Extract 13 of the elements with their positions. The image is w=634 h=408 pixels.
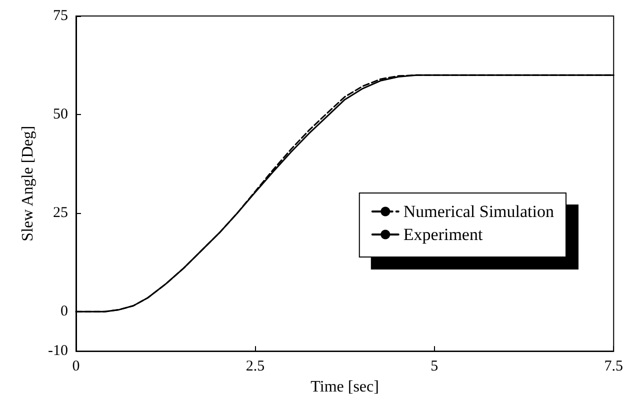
y-tick-label: -10 (48, 343, 68, 360)
y-tick-label: 50 (53, 106, 68, 123)
legend-label: Experiment (403, 225, 483, 244)
x-tick-label: 7.5 (604, 358, 623, 375)
x-axis-title: Time [sec] (310, 378, 379, 396)
x-tick-label: 5 (430, 358, 438, 375)
y-tick-label: 75 (53, 8, 68, 24)
y-axis-title: Slew Angle [Deg] (20, 126, 36, 242)
x-tick-label: 0 (72, 358, 80, 375)
legend-label: Numerical Simulation (403, 202, 554, 221)
x-tick-label: 2.5 (246, 358, 265, 375)
y-tick-label: 25 (53, 205, 68, 222)
y-tick-label: 0 (60, 304, 68, 320)
